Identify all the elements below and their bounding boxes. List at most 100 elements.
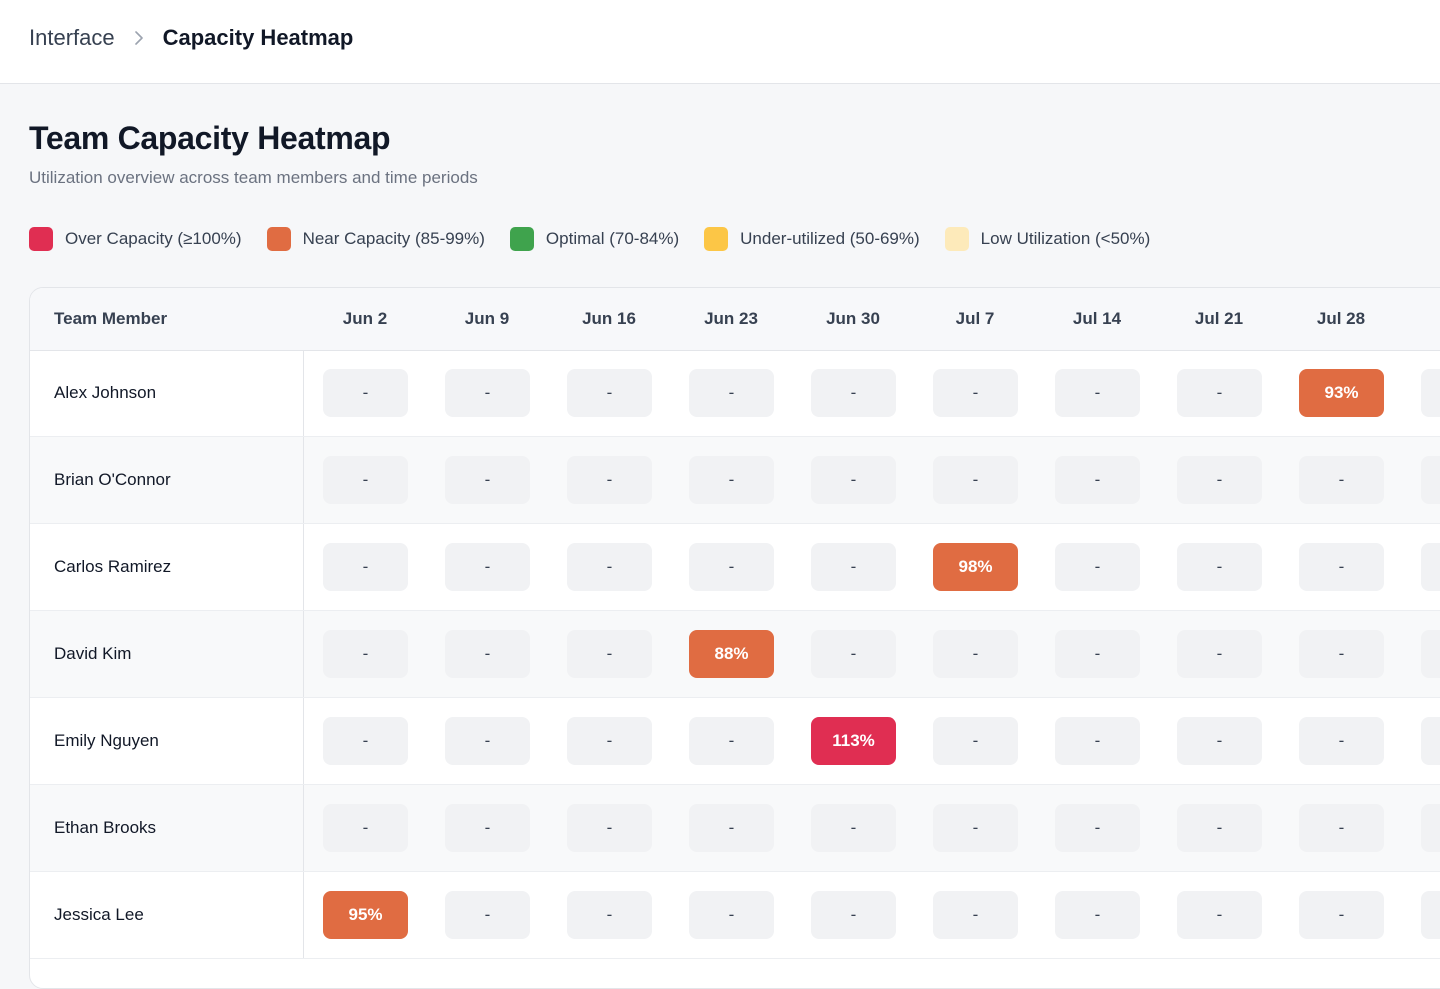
utilization-cell[interactable]: - bbox=[445, 456, 530, 504]
utilization-cell[interactable]: - bbox=[1177, 369, 1262, 417]
utilization-cell[interactable]: - bbox=[1421, 456, 1440, 504]
member-cell: Jessica Lee bbox=[30, 872, 304, 958]
chevron-right-icon bbox=[128, 27, 150, 49]
utilization-cell[interactable]: - bbox=[1421, 891, 1440, 939]
legend-swatch bbox=[944, 227, 969, 251]
utilization-cell[interactable]: 113% bbox=[811, 717, 896, 765]
utilization-cell[interactable]: - bbox=[1299, 630, 1384, 678]
utilization-cell[interactable]: - bbox=[1055, 804, 1140, 852]
utilization-cell[interactable]: - bbox=[1177, 456, 1262, 504]
week-column-header: Jun 2 bbox=[342, 309, 388, 328]
legend-item: Near Capacity (85-99%) bbox=[266, 227, 485, 251]
utilization-cell[interactable]: - bbox=[933, 891, 1018, 939]
utilization-cell[interactable]: - bbox=[323, 804, 408, 852]
legend-swatch bbox=[704, 227, 729, 251]
utilization-cell[interactable]: - bbox=[1055, 891, 1140, 939]
utilization-cell[interactable]: - bbox=[811, 891, 896, 939]
table-row: Emily Nguyen----113%----- bbox=[30, 698, 1440, 785]
utilization-cell[interactable]: - bbox=[1421, 630, 1440, 678]
utilization-cell[interactable]: - bbox=[689, 456, 774, 504]
utilization-cell[interactable]: - bbox=[689, 717, 774, 765]
utilization-cell[interactable]: - bbox=[323, 630, 408, 678]
utilization-cell[interactable]: - bbox=[445, 369, 530, 417]
utilization-cell[interactable]: - bbox=[323, 543, 408, 591]
utilization-cell[interactable]: - bbox=[1177, 717, 1262, 765]
utilization-cell[interactable]: - bbox=[933, 717, 1018, 765]
utilization-cell[interactable]: - bbox=[689, 804, 774, 852]
utilization-cell[interactable]: - bbox=[1055, 630, 1140, 678]
utilization-cell[interactable]: - bbox=[689, 369, 774, 417]
utilization-cell[interactable]: 93% bbox=[1299, 369, 1384, 417]
utilization-cell[interactable]: - bbox=[445, 891, 530, 939]
team-member-name: Ethan Brooks bbox=[54, 818, 157, 837]
utilization-cell[interactable]: 95% bbox=[323, 891, 408, 939]
utilization-cell[interactable]: - bbox=[567, 804, 652, 852]
table-row: Ethan Brooks---------- bbox=[30, 785, 1440, 872]
table-row: David Kim---88%------ bbox=[30, 611, 1440, 698]
utilization-cell[interactable]: - bbox=[811, 630, 896, 678]
utilization-cell[interactable]: - bbox=[1055, 369, 1140, 417]
utilization-cell[interactable]: - bbox=[1177, 630, 1262, 678]
utilization-cell[interactable]: - bbox=[811, 804, 896, 852]
utilization-cell[interactable]: - bbox=[445, 804, 530, 852]
utilization-cell[interactable]: - bbox=[1177, 543, 1262, 591]
utilization-cell[interactable]: - bbox=[1177, 891, 1262, 939]
utilization-cell[interactable]: - bbox=[1421, 717, 1440, 765]
team-member-column-header: Team Member bbox=[54, 309, 168, 328]
week-column-header: Jun 23 bbox=[704, 309, 758, 328]
breadcrumb-root-link[interactable]: Interface bbox=[29, 25, 115, 50]
utilization-cell[interactable]: - bbox=[933, 456, 1018, 504]
utilization-cell[interactable]: - bbox=[1421, 804, 1440, 852]
utilization-cell[interactable]: - bbox=[1299, 891, 1384, 939]
utilization-cell[interactable]: - bbox=[811, 456, 896, 504]
legend-label: Under-utilized (50-69%) bbox=[740, 229, 920, 248]
utilization-cell[interactable]: - bbox=[933, 369, 1018, 417]
utilization-cell[interactable]: - bbox=[1299, 456, 1384, 504]
utilization-cell[interactable]: - bbox=[445, 543, 530, 591]
utilization-cell[interactable]: - bbox=[1421, 543, 1440, 591]
utilization-cell[interactable]: - bbox=[811, 543, 896, 591]
utilization-cell[interactable]: - bbox=[933, 630, 1018, 678]
utilization-cell[interactable]: - bbox=[567, 543, 652, 591]
utilization-cell[interactable]: - bbox=[1055, 543, 1140, 591]
utilization-cell[interactable]: - bbox=[567, 891, 652, 939]
utilization-cell[interactable]: - bbox=[1421, 369, 1440, 417]
utilization-cell[interactable]: 98% bbox=[933, 543, 1018, 591]
utilization-cell[interactable]: - bbox=[567, 630, 652, 678]
week-column-header: Jun 30 bbox=[826, 309, 880, 328]
legend-swatch bbox=[29, 227, 53, 251]
breadcrumb: Interface Capacity Heatmap bbox=[29, 24, 353, 52]
utilization-cell[interactable]: - bbox=[1177, 804, 1262, 852]
team-member-name: Alex Johnson bbox=[54, 383, 157, 402]
utilization-cell[interactable]: - bbox=[323, 717, 408, 765]
utilization-cell[interactable]: - bbox=[689, 891, 774, 939]
utilization-cell[interactable]: - bbox=[567, 369, 652, 417]
utilization-cell[interactable]: - bbox=[323, 456, 408, 504]
utilization-cell[interactable]: - bbox=[1299, 543, 1384, 591]
week-column-header: Jul 21 bbox=[1194, 309, 1244, 328]
legend-label: Optimal (70-84%) bbox=[545, 229, 680, 248]
legend-item: Optimal (70-84%) bbox=[509, 227, 680, 251]
utilization-cell[interactable]: - bbox=[445, 630, 530, 678]
table-row: Alex Johnson--------93%- bbox=[30, 350, 1440, 437]
utilization-cell[interactable]: - bbox=[689, 543, 774, 591]
utilization-cell[interactable]: - bbox=[567, 456, 652, 504]
utilization-cell[interactable]: - bbox=[567, 717, 652, 765]
utilization-cell[interactable]: - bbox=[933, 804, 1018, 852]
utilization-cell[interactable]: - bbox=[1055, 456, 1140, 504]
utilization-cell[interactable]: - bbox=[811, 369, 896, 417]
legend-label: Low Utilization (<50%) bbox=[980, 229, 1151, 248]
utilization-cell[interactable]: - bbox=[1299, 717, 1384, 765]
legend-item: Low Utilization (<50%) bbox=[944, 227, 1151, 251]
page-subtitle: Utilization overview across team members… bbox=[29, 168, 478, 187]
utilization-cell[interactable]: - bbox=[1299, 804, 1384, 852]
team-member-name: Carlos Ramirez bbox=[54, 557, 172, 576]
member-cell: Carlos Ramirez bbox=[30, 524, 304, 610]
utilization-cell[interactable]: - bbox=[323, 369, 408, 417]
legend-swatch bbox=[509, 227, 534, 251]
utilization-cell[interactable]: - bbox=[1055, 717, 1140, 765]
utilization-cell[interactable]: - bbox=[445, 717, 530, 765]
breadcrumb-current: Capacity Heatmap bbox=[162, 25, 354, 50]
table-row: Brian O'Connor---------- bbox=[30, 437, 1440, 524]
utilization-cell[interactable]: 88% bbox=[689, 630, 774, 678]
